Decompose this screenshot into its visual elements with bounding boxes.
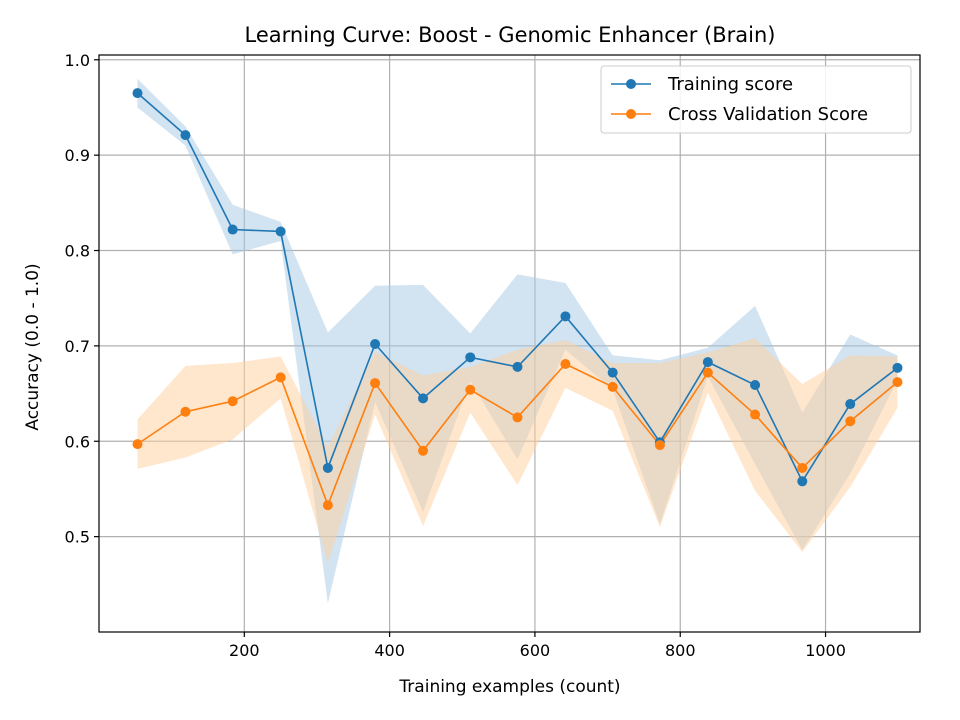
point-layer: [132, 88, 903, 511]
x-tick-label: 600: [520, 641, 551, 660]
series-0-point: [607, 367, 618, 378]
series-1-point: [180, 406, 191, 417]
legend-box: [600, 65, 912, 134]
series-1-point: [750, 409, 761, 420]
x-axis-label: Training examples (count): [398, 677, 620, 697]
series-0-point: [227, 224, 238, 235]
x-tick-label: 800: [665, 641, 696, 660]
series-1-point: [322, 500, 333, 511]
series-0-point: [465, 352, 476, 363]
series-0-point: [180, 130, 191, 141]
series-1-point: [370, 378, 381, 389]
legend-swatch-marker: [626, 79, 636, 89]
series-0-point: [132, 88, 143, 99]
series-1-point: [845, 416, 856, 427]
series-0-point: [560, 311, 571, 322]
legend: Training score Cross Validation Score: [600, 65, 912, 134]
series-1-point: [654, 440, 665, 451]
series-0-point: [370, 338, 381, 349]
y-tick-label: 0.8: [65, 242, 90, 261]
series-1-point: [892, 377, 903, 388]
series-1-point: [560, 359, 571, 370]
series-0-point: [275, 226, 286, 237]
x-tick-label: 200: [229, 641, 260, 660]
y-tick-label: 0.9: [65, 146, 90, 165]
series-1-point: [512, 412, 523, 423]
series-0-point: [845, 399, 856, 410]
y-tick-label: 1.0: [65, 51, 90, 70]
series-1-point: [465, 384, 476, 395]
x-tick-label: 400: [374, 641, 405, 660]
series-1-point: [418, 445, 429, 456]
axes-layer: [98, 54, 921, 633]
series-1-point: [702, 367, 713, 378]
series-0-point: [892, 362, 903, 373]
series-0-point: [750, 379, 761, 390]
plot-frame: [98, 54, 921, 633]
series-0-point: [702, 357, 713, 368]
series-1-point: [227, 396, 238, 407]
y-tick-label: 0.7: [65, 337, 90, 356]
series-0-point: [512, 361, 523, 372]
chart-title: Learning Curve: Boost - Genomic Enhancer…: [245, 23, 776, 47]
y-tick-label: 0.6: [65, 432, 90, 451]
series-1-point: [275, 372, 286, 383]
series-0-point: [322, 462, 333, 473]
series-1-point: [607, 381, 618, 392]
tick-layer: 200 400 600 800 1000 0.5 0.6 0.7 0.8 0.9 1.0: [65, 51, 846, 660]
y-tick-label: 0.5: [65, 528, 90, 547]
series-0-point: [797, 476, 808, 487]
series-1-point: [132, 439, 143, 450]
x-tick-label: 1000: [805, 641, 846, 660]
y-axis-label: Accuracy (0.0 - 1.0): [23, 263, 43, 430]
legend-label: Cross Validation Score: [668, 104, 868, 125]
series-0-point: [418, 393, 429, 404]
series-1-point: [797, 462, 808, 473]
legend-label: Training score: [667, 74, 793, 95]
legend-swatch-marker: [626, 109, 636, 119]
